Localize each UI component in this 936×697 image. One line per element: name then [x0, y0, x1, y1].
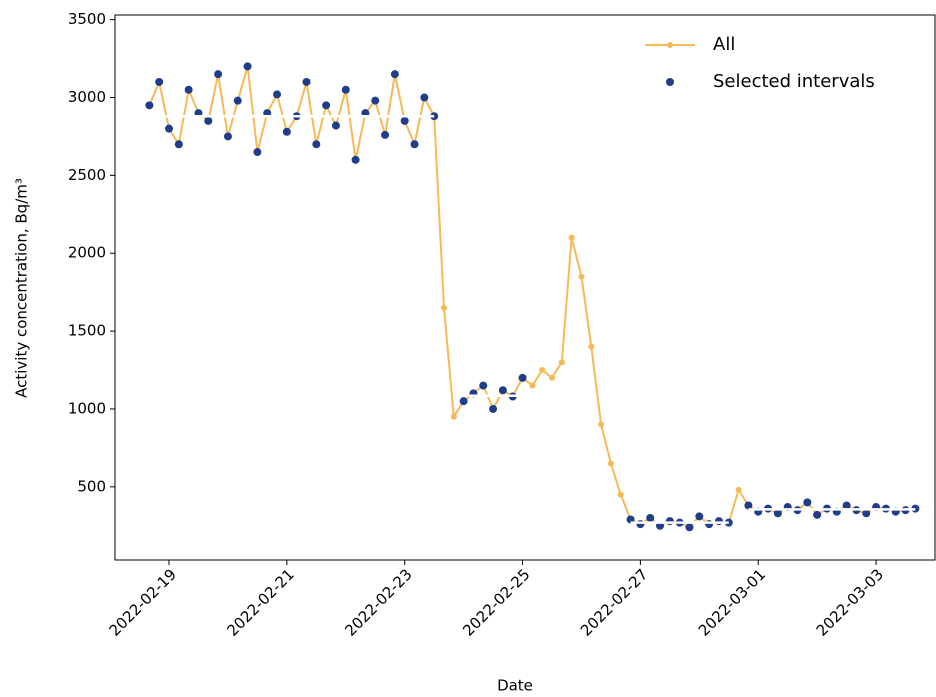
all-point — [558, 359, 565, 366]
plot-frame — [114, 14, 936, 561]
x-axis-label: Date — [497, 677, 533, 695]
selected-point — [371, 96, 380, 105]
all-point — [549, 374, 556, 381]
selected-point — [322, 101, 331, 110]
selected-point — [351, 155, 360, 164]
selected-point — [862, 509, 871, 518]
x-tick-label: 2022-03-01 — [695, 565, 769, 639]
selected-point — [842, 501, 851, 510]
selected-point — [282, 127, 291, 136]
selected-point — [773, 509, 782, 518]
all-point — [598, 421, 605, 428]
selected-point — [695, 512, 704, 521]
selected-point — [214, 70, 223, 79]
selected-point — [341, 85, 350, 94]
legend: All Selected intervals — [645, 34, 875, 92]
y-tick-label: 2000 — [68, 244, 106, 262]
selected-point — [312, 140, 321, 149]
all-point — [578, 273, 585, 280]
y-tick-label: 1000 — [68, 399, 106, 417]
selected-point — [184, 85, 193, 94]
selected-point — [459, 397, 468, 406]
selected-point — [155, 77, 164, 86]
x-tick-label: 2022-02-27 — [577, 565, 651, 639]
selected-point — [420, 93, 429, 102]
selected-point — [145, 101, 154, 110]
selected-point — [165, 124, 174, 133]
y-tick-label: 500 — [77, 477, 106, 495]
all-point — [529, 382, 536, 389]
selected-point — [204, 116, 213, 125]
all-point — [440, 304, 447, 311]
selected-point — [273, 90, 282, 99]
selected-point — [744, 501, 753, 510]
y-tick-label: 1500 — [68, 322, 106, 340]
selected-point — [302, 77, 311, 86]
all-point — [735, 486, 742, 493]
legend-label: Selected intervals — [713, 71, 875, 92]
series-line — [148, 66, 916, 529]
selected-point — [331, 121, 340, 130]
y-tick-label: 3500 — [68, 10, 106, 28]
x-tick-label: 2022-02-19 — [106, 565, 180, 639]
selected-point — [174, 140, 183, 149]
legend-marker — [666, 78, 674, 86]
selected-point — [243, 62, 252, 71]
x-tick-label: 2022-02-21 — [223, 565, 297, 639]
selected-point — [400, 116, 409, 125]
legend-marker — [667, 42, 673, 48]
selected-point — [646, 513, 655, 522]
x-tick-label: 2022-02-23 — [341, 565, 415, 639]
selected-point — [685, 523, 694, 532]
selected-point — [518, 373, 527, 382]
selected-point — [223, 132, 232, 141]
all-point — [539, 367, 546, 374]
all-point — [568, 234, 575, 241]
all-point — [588, 343, 595, 350]
legend-label: All — [713, 34, 735, 55]
y-axis-label: Activity concentration, Bq/m³ — [13, 178, 31, 398]
selected-point — [233, 96, 242, 105]
all-point — [617, 491, 624, 498]
all-point — [450, 413, 457, 420]
x-tick-label: 2022-02-25 — [459, 565, 533, 639]
selected-point — [390, 70, 399, 79]
x-tick-label: 2022-03-03 — [813, 565, 887, 639]
selected-point — [489, 404, 498, 413]
selected-point — [813, 510, 822, 519]
selected-point — [410, 140, 419, 149]
selected-point — [803, 498, 812, 507]
y-tick-label: 3000 — [68, 88, 106, 106]
all-point — [607, 460, 614, 467]
selected-point — [381, 130, 390, 139]
y-tick-label: 2500 — [68, 166, 106, 184]
selected-point — [498, 386, 507, 395]
selected-point — [479, 381, 488, 390]
selected-point — [253, 148, 262, 157]
